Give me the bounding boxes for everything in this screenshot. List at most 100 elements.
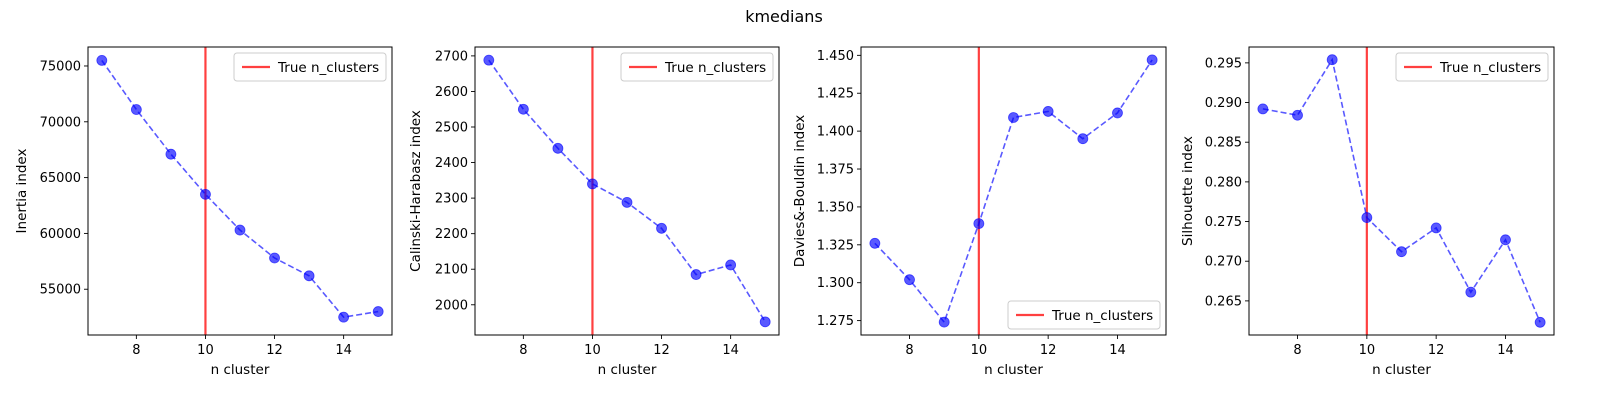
y-axis-label: Calinski-Harabasz index (408, 110, 424, 272)
series-line (101, 59, 379, 319)
y-tick-label: 0.265 (1205, 294, 1242, 309)
data-point (1430, 222, 1442, 234)
y-tick-label: 1.450 (817, 49, 854, 64)
x-tick-label: 8 (1293, 343, 1301, 358)
axes-frame (474, 46, 780, 336)
data-point (269, 252, 280, 264)
data-point (621, 196, 633, 208)
subplot-3: 1.275 1.300 1.325 1.350 1.375 1.400 1.425 1.450… (792, 46, 1167, 378)
y-tick-label: 0.295 (1205, 56, 1242, 71)
axes-frame (860, 46, 1167, 336)
y-tick-label: 1.425 (817, 87, 854, 102)
data-point (165, 148, 177, 160)
x-tick-label: 12 (266, 343, 283, 358)
y-tick-label: 60000 (40, 227, 81, 242)
x-tick-label: 14 (335, 343, 352, 358)
legend-box (233, 52, 387, 82)
y-axis-label: Silhouette index (1180, 136, 1196, 246)
y-tick-label: 1.350 (817, 200, 854, 215)
data-point (303, 270, 315, 282)
data-point (1396, 246, 1407, 258)
data-point (372, 306, 384, 317)
data-point (552, 142, 564, 154)
x-tick-label: 14 (1109, 343, 1126, 358)
y-tick-label: 1.375 (817, 163, 854, 178)
data-point (1008, 112, 1019, 123)
legend-label: True n_clusters (664, 60, 766, 76)
y-tick-label: 1.400 (817, 125, 854, 140)
y-tick-label: 70000 (40, 115, 81, 130)
data-point (200, 188, 211, 200)
x-tick-label: 10 (197, 343, 214, 358)
x-tick-label: 10 (1359, 343, 1376, 358)
y-tick-label: 0.285 (1205, 136, 1242, 151)
y-tick-label: 2400 (435, 156, 468, 171)
legend-label: True n_clusters (277, 60, 379, 76)
x-tick-label: 12 (1040, 343, 1057, 358)
data-point (973, 218, 985, 229)
data-point (1326, 54, 1338, 66)
data-point (690, 269, 702, 280)
x-tick-label: 8 (132, 343, 140, 358)
data-point (338, 311, 350, 323)
x-tick-label: 8 (905, 343, 913, 358)
legend-box (620, 52, 774, 82)
x-axis-label: n cluster (984, 362, 1043, 378)
data-point (130, 104, 142, 115)
axes-frame (87, 46, 393, 336)
legend-box (1395, 52, 1549, 82)
y-tick-label: 65000 (40, 171, 81, 186)
data-point (904, 274, 915, 286)
x-tick-label: 10 (971, 343, 988, 358)
legend-label: True n_clusters (1439, 60, 1541, 76)
y-tick-label: 2300 (435, 192, 468, 207)
subplot-4: 0.265 0.270 0.275 0.280 0.285 0.290 0.295 8 10 12… (1180, 46, 1555, 378)
legend-label: True n_clusters (1051, 308, 1153, 324)
y-tick-label: 2200 (435, 227, 468, 242)
x-axis-label: n cluster (211, 362, 270, 378)
y-tick-label: 1.300 (817, 276, 854, 291)
y-tick-label: 75000 (40, 59, 81, 74)
x-axis-label: n cluster (598, 362, 657, 378)
data-point (1077, 133, 1089, 145)
data-point (656, 222, 667, 234)
y-tick-label: 2500 (435, 121, 468, 136)
y-tick-label: 0.270 (1205, 255, 1242, 270)
data-point (1534, 316, 1546, 328)
data-point (1042, 106, 1054, 117)
x-tick-label: 8 (519, 343, 527, 358)
data-point (1292, 109, 1303, 121)
y-axis-label: Davies&-Bouldin index (792, 115, 808, 268)
x-tick-label: 14 (722, 343, 739, 358)
data-point (234, 224, 246, 236)
series-line (874, 59, 1153, 324)
data-point (1257, 103, 1269, 115)
data-point (1465, 286, 1477, 298)
x-axis-label: n cluster (1372, 362, 1431, 378)
y-tick-label: 0.280 (1205, 175, 1242, 190)
data-point (483, 54, 495, 66)
legend-box (1007, 300, 1161, 330)
y-tick-label: 2000 (435, 298, 468, 313)
x-tick-label: 14 (1497, 343, 1514, 358)
data-point (1146, 54, 1158, 66)
data-point (96, 54, 108, 66)
y-tick-label: 2100 (435, 263, 468, 278)
axes-frame (1248, 46, 1555, 336)
data-point (869, 237, 881, 249)
x-tick-label: 10 (584, 343, 601, 358)
data-point (587, 178, 598, 190)
subplot-2: 2000 2100 2200 2300 2400 2500 2600 2700 8 10 12 14 T… (408, 46, 780, 378)
y-tick-label: 0.290 (1205, 96, 1242, 111)
series-line (1262, 57, 1541, 323)
data-point (1361, 212, 1373, 223)
data-point (517, 103, 529, 115)
figure-title: kmedians (745, 7, 823, 26)
series-line (488, 59, 766, 323)
data-point (1112, 107, 1123, 119)
y-tick-label: 55000 (40, 283, 81, 298)
y-tick-label: 1.275 (817, 314, 854, 329)
y-tick-label: 2600 (435, 85, 468, 100)
legend: True n_clusters (620, 52, 774, 82)
